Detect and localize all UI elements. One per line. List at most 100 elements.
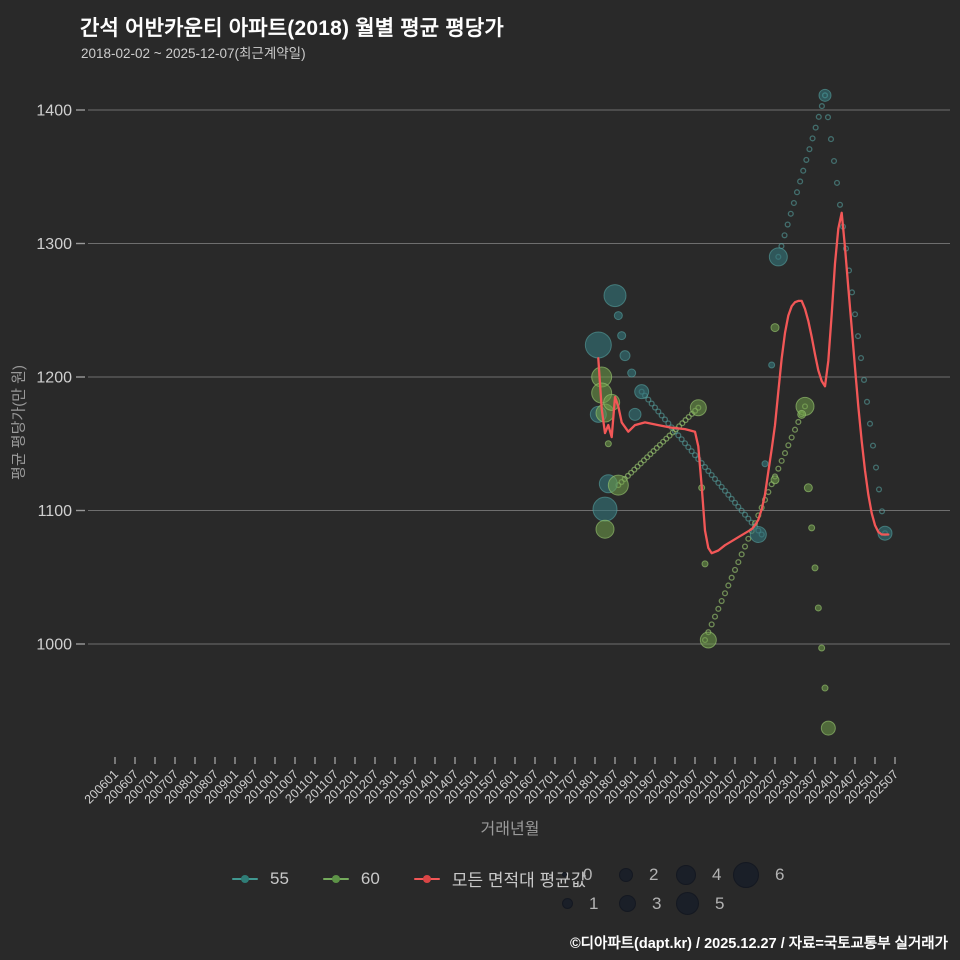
bubble-60[interactable] [808, 524, 816, 532]
size-dot-icon [733, 861, 759, 888]
chart-title: 간석 어반카운티 아파트(2018) 월별 평균 평당가 [80, 17, 504, 40]
size-legend-row: 1 3 5 [562, 889, 780, 918]
bubble-60[interactable] [818, 644, 826, 652]
trend-dot-55 [818, 103, 825, 110]
trend-dot-55 [854, 333, 862, 340]
trend-dot-60 [718, 598, 725, 605]
y-tick-label: 1300 [36, 236, 72, 253]
footer-credit: ©디아파트(dapt.kr) / 2025.12.27 / 자료=국토교통부 실… [569, 936, 948, 952]
bubble-55[interactable] [818, 88, 832, 102]
trend-dot-60 [738, 551, 745, 558]
trend-dot-55 [688, 448, 695, 455]
trend-dot-55 [797, 178, 804, 185]
bubble-55[interactable] [627, 368, 637, 378]
bubble-60[interactable] [701, 560, 709, 568]
legend-label: 55 [270, 868, 289, 888]
trend-dot-60 [728, 574, 735, 581]
bubble-55[interactable] [768, 361, 776, 369]
bubble-55[interactable] [768, 247, 788, 267]
trend-dot-55 [645, 396, 652, 403]
trend-dot-55 [675, 432, 682, 439]
trend-dot-60 [778, 457, 785, 464]
bubble-55[interactable] [761, 460, 769, 468]
bubble-60[interactable] [770, 323, 780, 333]
size-dot-icon [562, 872, 567, 877]
trend-dot-55 [678, 436, 685, 443]
trend-dot-55 [655, 408, 662, 415]
bubble-60[interactable] [820, 720, 836, 736]
bubble-60[interactable] [607, 474, 629, 496]
bubble-55[interactable] [613, 311, 623, 321]
bubble-size-legend: 0 2 4 6 1 3 5 [562, 860, 784, 918]
trend-dot-55 [784, 221, 791, 228]
size-dot-count: 4 [712, 864, 722, 884]
size-dot-count: 6 [775, 864, 785, 884]
bubble-55[interactable] [617, 331, 627, 341]
size-legend-row: 0 2 4 6 [562, 860, 784, 889]
trend-dot-55 [708, 471, 715, 479]
bubble-55[interactable] [592, 496, 618, 522]
bubble-60[interactable] [770, 475, 780, 485]
bubble-55[interactable] [877, 525, 893, 541]
bubble-55[interactable] [634, 384, 650, 400]
trend-dot-55 [735, 503, 742, 510]
bubble-60[interactable] [803, 483, 813, 493]
trend-dot-60 [631, 466, 638, 473]
y-tick-label: 1100 [38, 503, 73, 520]
bubble-55[interactable] [584, 331, 612, 359]
bubble-55[interactable] [603, 284, 627, 308]
y-tick-label: 1200 [36, 370, 72, 387]
bubble-55[interactable] [749, 526, 767, 544]
bubble-60[interactable] [689, 399, 707, 417]
chart-subtitle: 2018-02-02 ~ 2025-12-07(최근계약일) [81, 46, 306, 61]
size-dot-icon [619, 867, 633, 882]
size-legend-item: 1 [562, 894, 609, 914]
bubble-60[interactable] [699, 631, 717, 649]
legend-item-average[interactable]: 모든 면적대 평균값 [413, 866, 587, 891]
trend-dot-55 [728, 495, 735, 502]
trend-dot-60 [721, 590, 729, 597]
trend-dot-55 [848, 289, 856, 296]
trend-dot-60 [725, 582, 732, 589]
trend-dot-60 [785, 442, 792, 449]
legend-marker-60-icon [322, 874, 349, 884]
legend-marker-55-icon [232, 874, 258, 884]
bubble-60[interactable] [797, 409, 807, 419]
size-dot-count: 0 [583, 864, 593, 884]
trend-dot-55 [665, 420, 672, 427]
trend-dot-60 [731, 566, 739, 573]
trend-dot-55 [863, 398, 871, 405]
trend-dot-60 [791, 426, 799, 433]
x-axis-title: 거래년월 [480, 821, 540, 838]
legend-marker-average-icon [413, 874, 440, 884]
trend-dot-55 [685, 444, 692, 451]
trend-dot-55 [731, 499, 739, 506]
legend-label: 모든 면적대 평균값 [451, 871, 587, 890]
trend-dot-60 [735, 559, 742, 566]
y-tick-label: 1400 [36, 103, 72, 120]
bubble-60[interactable] [821, 684, 829, 692]
bubble-60[interactable] [595, 519, 615, 539]
size-legend-item: 2 [619, 865, 666, 885]
trend-dot-55 [869, 442, 877, 449]
bubble-60[interactable] [604, 440, 612, 448]
trend-dot-55 [790, 199, 797, 207]
trend-dot-55 [745, 515, 752, 522]
bubble-60[interactable] [814, 604, 822, 612]
trend-dot-55 [815, 113, 822, 120]
size-dot-icon [676, 892, 699, 915]
size-dot-count: 3 [652, 893, 662, 913]
bubble-55[interactable] [619, 350, 631, 362]
legend-item-55[interactable]: 55 [232, 869, 289, 889]
trend-dot-60 [663, 435, 670, 442]
trend-dot-55 [836, 201, 844, 208]
bubble-55[interactable] [628, 407, 642, 421]
bubble-60[interactable] [811, 564, 819, 572]
size-dot-count: 1 [589, 893, 599, 913]
trend-dot-55 [648, 400, 655, 407]
trend-dot-55 [833, 179, 841, 186]
legend-item-60[interactable]: 60 [322, 869, 380, 889]
trend-dot-55 [800, 167, 807, 174]
